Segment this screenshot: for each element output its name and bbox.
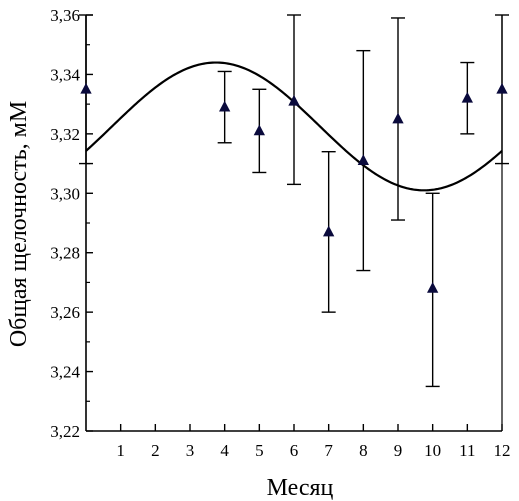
y-axis-title: Общая щелочность, мМ (6, 101, 32, 347)
x-tick-label: 6 (290, 441, 299, 460)
x-tick-label: 11 (459, 441, 475, 460)
error-bars-layer (79, 14, 509, 388)
data-point-triangle (253, 124, 265, 136)
y-tick-label: 3,26 (50, 303, 80, 322)
x-tick-label: 12 (494, 441, 511, 460)
x-tick-label: 5 (255, 441, 264, 460)
y-tick-label: 3,34 (50, 65, 80, 84)
y-tick-label: 3,28 (50, 244, 80, 263)
x-tick-label: 8 (359, 441, 368, 460)
x-tick-label: 1 (116, 441, 125, 460)
data-point-triangle (461, 91, 473, 103)
data-point-triangle (219, 100, 231, 112)
y-axis-ticks: 3,22 3,24 3,26 3,28 3,30 3,32 3,34 3,36 (50, 6, 93, 441)
data-point-triangle (427, 282, 439, 293)
y-tick-label: 3,32 (50, 125, 80, 144)
y-tick-label: 3,36 (50, 6, 80, 25)
data-point-triangle (323, 225, 335, 237)
x-axis-title: Месяц (267, 475, 334, 501)
x-tick-label: 2 (151, 441, 160, 460)
x-tick-label: 9 (394, 441, 403, 460)
y-tick-label: 3,24 (50, 363, 80, 382)
y-tick-label: 3,30 (50, 184, 80, 203)
x-tick-label: 7 (324, 441, 333, 460)
data-points-layer (80, 82, 508, 293)
x-axis-ticks: 1 2 3 4 5 6 7 8 9 10 11 12 (116, 424, 511, 460)
data-point-triangle (357, 154, 369, 166)
data-point-triangle (496, 82, 508, 94)
x-tick-label: 4 (220, 441, 229, 460)
y-tick-label: 3,22 (50, 422, 80, 441)
data-point-triangle (80, 82, 92, 94)
data-point-triangle (392, 112, 404, 124)
x-tick-label: 10 (424, 441, 441, 460)
x-tick-label: 3 (186, 441, 195, 460)
data-point-triangle (288, 94, 300, 106)
